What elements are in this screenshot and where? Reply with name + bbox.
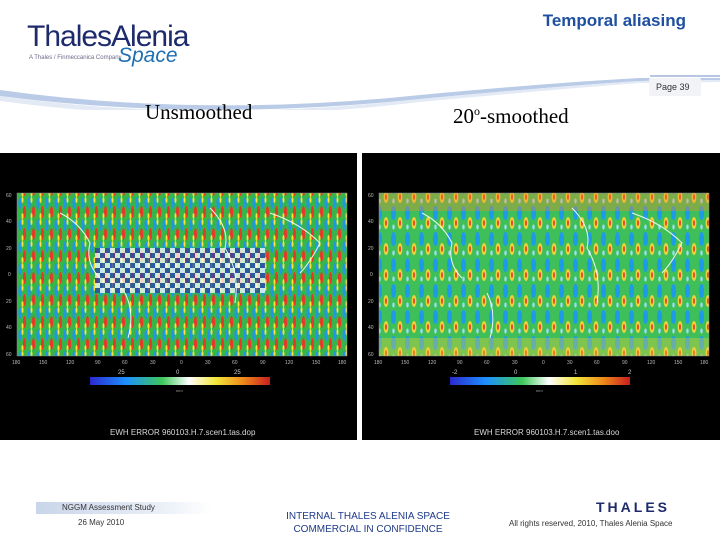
lon-tick-label: 60: [232, 360, 238, 366]
lon-tick-label: 0: [180, 360, 183, 366]
lon-tick-label: 30: [150, 360, 156, 366]
footer-project: NGGM Assessment Study: [62, 503, 155, 512]
lon-tick-label: 120: [285, 360, 294, 366]
lon-tick-label: 60: [122, 360, 128, 366]
lat-tick-label: 40: [368, 219, 374, 225]
lat-tick-label: 0: [370, 272, 373, 278]
filename-unsmoothed: EWH ERROR 960103.H.7.scen1.tas.dop: [110, 428, 256, 437]
lon-tick-label: 0: [542, 360, 545, 366]
caption-unsmoothed: Unsmoothed: [145, 100, 253, 124]
panel-smoothed: 60 40 20 0 20 40 60 180 150 120 90 60 30…: [362, 153, 720, 440]
caption-smoothed: 20o-smoothed: [453, 104, 569, 129]
lat-tick-label: 60: [6, 193, 12, 199]
lon-tick-label: 150: [401, 360, 410, 366]
scale-tick-label: 2: [628, 370, 632, 376]
colorbar-smoothed: [450, 377, 630, 385]
lat-tick-label: 40: [6, 219, 12, 225]
lat-tick-label: 40: [368, 325, 374, 331]
caption-smoothed-suffix: -smoothed: [480, 104, 569, 128]
scale-tick-label: 0: [176, 370, 180, 376]
lon-tick-label: 120: [647, 360, 656, 366]
lon-tick-label: 90: [457, 360, 463, 366]
colorbar-unit: mm: [536, 388, 543, 393]
lat-tick-label: 60: [6, 352, 12, 358]
map-smoothed: 60 40 20 0 20 40 60 180 150 120 90 60 30…: [368, 192, 710, 393]
confidentiality-line-2: COMMERCIAL IN CONFIDENCE: [293, 524, 443, 535]
lat-tick-label: 20: [368, 299, 374, 305]
panel-unsmoothed: 60 40 20 0 20 40 60 180 150 120 90 60 30…: [0, 153, 357, 440]
lat-tick-label: 40: [6, 325, 12, 331]
lon-tick-label: 90: [260, 360, 266, 366]
lon-tick-label: 60: [484, 360, 490, 366]
map-unsmoothed: 60 40 20 0 20 40 60 180 150 120 90 60 30…: [6, 192, 348, 393]
scale-tick-label: 25: [118, 370, 125, 376]
lat-tick-label: 0: [8, 272, 11, 278]
footer-date: 26 May 2010: [78, 518, 125, 527]
lon-tick-label: 180: [374, 360, 383, 366]
lon-tick-label: 120: [66, 360, 75, 366]
caption-smoothed-value: 20: [453, 104, 474, 128]
scale-tick-label: -2: [452, 370, 458, 376]
slide-title: Temporal aliasing: [542, 11, 686, 30]
colorbar-unsmoothed: [90, 377, 270, 385]
thales-logo: THALES: [596, 499, 670, 515]
lat-tick-label: 60: [368, 352, 374, 358]
footer-project-band: [36, 502, 211, 514]
lon-tick-label: 180: [12, 360, 21, 366]
scale-tick-label: 1: [574, 370, 578, 376]
lat-tick-label: 20: [368, 246, 374, 252]
lon-tick-label: 150: [312, 360, 321, 366]
lon-tick-label: 30: [205, 360, 211, 366]
scale-tick-label: 0: [514, 370, 518, 376]
lon-tick-label: 180: [700, 360, 709, 366]
header-swoosh-decoration: [0, 75, 720, 110]
lon-tick-label: 30: [512, 360, 518, 366]
company-logo-wordmark: ThalesAlenia: [27, 20, 189, 53]
colorbar-unit: mm: [176, 388, 183, 393]
company-logo-space: Space: [118, 44, 178, 67]
footer-rights: All rights reserved, 2010, Thales Alenia…: [509, 519, 673, 528]
lat-tick-label: 20: [6, 299, 12, 305]
lon-tick-label: 150: [674, 360, 683, 366]
scale-tick-label: 25: [234, 370, 241, 376]
lon-tick-label: 90: [622, 360, 628, 366]
lon-tick-label: 60: [594, 360, 600, 366]
page-badge: [649, 78, 701, 96]
lon-tick-label: 30: [567, 360, 573, 366]
filename-smoothed: EWH ERROR 960103.H.7.scen1.tas.doo: [474, 428, 620, 437]
company-logo-tagline: A Thales / Finmeccanica Company: [29, 55, 122, 61]
lat-tick-label: 60: [368, 193, 374, 199]
lon-tick-label: 90: [95, 360, 101, 366]
caption-smoothed-degree: o: [474, 104, 480, 118]
lat-tick-label: 20: [6, 246, 12, 252]
confidentiality-line-1: INTERNAL THALES ALENIA SPACE: [286, 511, 450, 522]
lon-tick-label: 150: [39, 360, 48, 366]
lon-tick-label: 180: [338, 360, 347, 366]
lon-tick-label: 120: [428, 360, 437, 366]
page-number: Page 39: [656, 82, 690, 92]
